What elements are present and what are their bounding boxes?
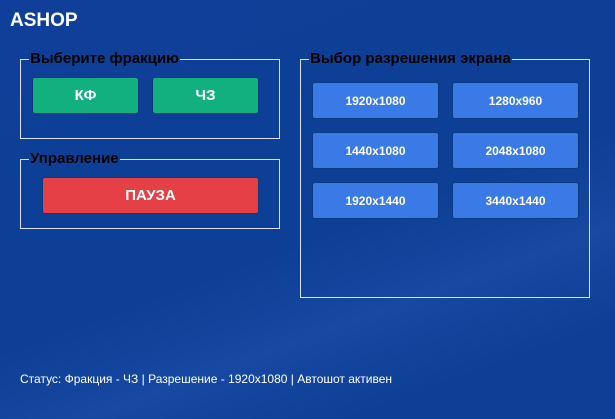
resolution-1280x960-button[interactable]: 1280x960 (452, 82, 579, 119)
pause-button[interactable]: ПАУЗА (42, 177, 259, 214)
faction-kf-button[interactable]: КФ (32, 77, 139, 114)
faction-group: Выберите фракцию КФ ЧЗ (20, 51, 280, 139)
resolution-group: Выбор разрешения экрана 1920x1080 1280x9… (300, 51, 590, 298)
control-group: Управление ПАУЗА (20, 151, 280, 229)
resolution-1920x1080-button[interactable]: 1920x1080 (312, 82, 439, 119)
faction-legend: Выберите фракцию (29, 50, 180, 67)
control-legend: Управление (29, 150, 120, 167)
resolution-2048x1080-button[interactable]: 2048x1080 (452, 132, 579, 169)
resolution-1440x1080-button[interactable]: 1440x1080 (312, 132, 439, 169)
faction-chz-button[interactable]: ЧЗ (152, 77, 259, 114)
app-title: ASHOP (10, 10, 78, 31)
resolution-3440x1440-button[interactable]: 3440x1440 (452, 182, 579, 219)
resolution-1920x1440-button[interactable]: 1920x1440 (312, 182, 439, 219)
resolution-legend: Выбор разрешения экрана (309, 50, 512, 67)
status-text: Статус: Фракция - ЧЗ | Разрешение - 1920… (20, 372, 393, 386)
